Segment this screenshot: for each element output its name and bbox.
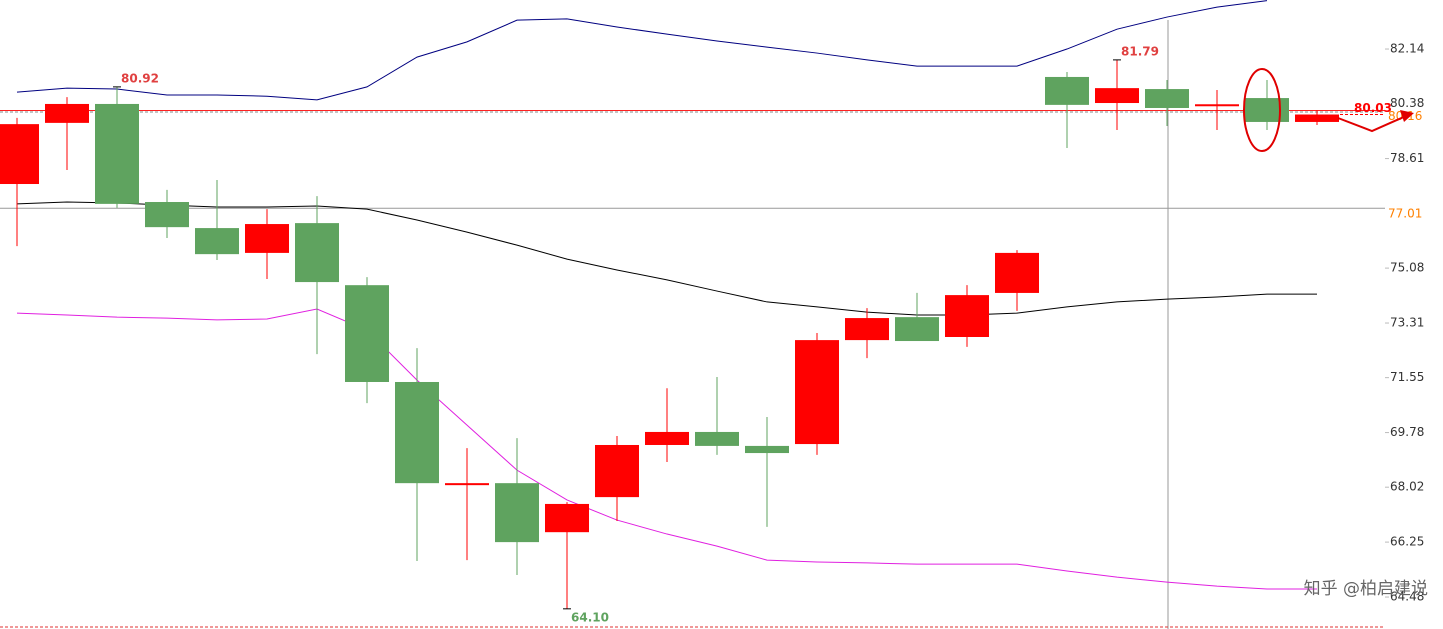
candle-body bbox=[445, 483, 489, 486]
plot: 82.14 80.38 78.61 75.08 73.31 71.55 69.78 68.02… bbox=[0, 0, 1424, 624]
candle-body bbox=[1145, 89, 1189, 108]
y-tick-label: 69.78 bbox=[1390, 425, 1424, 439]
candle-body bbox=[995, 252, 1039, 293]
extreme-label: 80.92 bbox=[121, 71, 159, 85]
watermark: 知乎 @柏启建说 bbox=[1304, 579, 1428, 599]
y-tick-label: 82.14 bbox=[1390, 42, 1424, 56]
candle-body bbox=[0, 124, 39, 185]
candle-body bbox=[245, 224, 289, 253]
candle-body bbox=[1095, 88, 1139, 104]
y-tick-label: 78.61 bbox=[1390, 151, 1424, 165]
candle-body bbox=[345, 285, 389, 382]
candle-body bbox=[195, 228, 239, 255]
candle-body bbox=[95, 103, 139, 204]
candle-body bbox=[695, 431, 739, 446]
y-tick-label: 75.08 bbox=[1390, 261, 1424, 275]
candle-body bbox=[595, 444, 639, 498]
candle-body bbox=[795, 340, 839, 445]
y-tick-label: 80.38 bbox=[1390, 96, 1424, 110]
candle-body bbox=[1295, 114, 1339, 122]
candle-body bbox=[745, 445, 789, 454]
y-tick-label: 66.25 bbox=[1390, 535, 1424, 549]
candle-body bbox=[1195, 104, 1239, 107]
candle-body bbox=[545, 503, 589, 533]
extreme-label: 64.10 bbox=[571, 610, 609, 624]
candle-body bbox=[1045, 76, 1089, 105]
y-tick-label: 73.31 bbox=[1390, 316, 1424, 330]
y-tick-label: 68.02 bbox=[1390, 480, 1424, 494]
last-price-label: 80.03 bbox=[1354, 101, 1392, 115]
y-tick-label: 64.48 bbox=[1390, 590, 1424, 604]
price-line-label: 77.01 bbox=[1388, 207, 1422, 221]
candle-body bbox=[395, 381, 439, 484]
band-line bbox=[16, 0, 1268, 101]
candle-body bbox=[495, 483, 539, 543]
arrow-head bbox=[1400, 110, 1414, 122]
candle-body bbox=[645, 431, 689, 445]
candle-body bbox=[945, 295, 989, 337]
candle-body bbox=[1245, 98, 1289, 122]
arrow bbox=[1337, 115, 1407, 133]
candle-body bbox=[295, 223, 339, 283]
highlight-ellipse bbox=[1243, 68, 1281, 152]
candle-body bbox=[845, 318, 889, 341]
extreme-label: 81.79 bbox=[1121, 44, 1159, 58]
candle-body bbox=[895, 317, 939, 342]
candle-body bbox=[45, 103, 89, 123]
y-tick-label: 71.55 bbox=[1390, 370, 1424, 384]
band-line bbox=[16, 201, 1317, 316]
band-line bbox=[16, 308, 1317, 590]
candle-body bbox=[145, 202, 189, 228]
